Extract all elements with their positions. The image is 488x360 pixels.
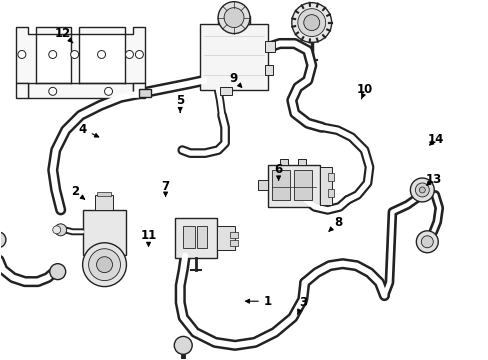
Bar	[220, 87, 232, 95]
Circle shape	[55, 224, 66, 236]
Polygon shape	[16, 84, 28, 98]
Circle shape	[49, 87, 57, 95]
Polygon shape	[16, 27, 145, 90]
Circle shape	[174, 336, 192, 354]
Polygon shape	[36, 33, 71, 84]
Bar	[96, 192, 110, 196]
Bar	[271, 170, 289, 200]
Circle shape	[49, 50, 57, 58]
Polygon shape	[133, 84, 145, 98]
Bar	[229, 240, 238, 246]
Circle shape	[303, 15, 319, 31]
Bar	[258, 180, 267, 190]
Bar	[293, 170, 311, 200]
Circle shape	[96, 257, 112, 273]
Bar	[297, 159, 305, 165]
Text: 12: 12	[55, 27, 73, 43]
Circle shape	[71, 50, 79, 58]
Circle shape	[82, 243, 126, 287]
Bar	[327, 173, 333, 181]
Circle shape	[224, 8, 244, 28]
Bar	[139, 89, 151, 97]
Polygon shape	[28, 84, 133, 98]
Circle shape	[18, 50, 26, 58]
Circle shape	[419, 187, 425, 193]
Text: 14: 14	[427, 133, 443, 146]
Text: 8: 8	[328, 216, 342, 231]
Bar	[327, 189, 333, 197]
Circle shape	[421, 236, 432, 248]
Circle shape	[414, 183, 428, 197]
Bar	[217, 226, 235, 250]
Circle shape	[104, 87, 112, 95]
Polygon shape	[79, 33, 125, 84]
Bar	[267, 165, 319, 207]
Circle shape	[125, 50, 133, 58]
Text: 3: 3	[297, 296, 306, 314]
Bar	[229, 232, 238, 238]
Text: 5: 5	[176, 94, 184, 112]
Circle shape	[297, 9, 325, 37]
Text: 10: 10	[356, 83, 373, 99]
Bar	[264, 66, 272, 75]
Bar	[197, 226, 207, 248]
Text: 7: 7	[161, 180, 169, 196]
Bar	[183, 226, 195, 248]
Circle shape	[415, 231, 437, 253]
Circle shape	[88, 249, 120, 280]
Circle shape	[409, 178, 433, 202]
Bar	[175, 218, 217, 258]
Circle shape	[53, 226, 61, 234]
Bar	[264, 41, 274, 53]
Bar	[279, 159, 287, 165]
Circle shape	[98, 50, 105, 58]
Bar	[82, 210, 126, 255]
Text: 4: 4	[79, 122, 99, 137]
Bar	[94, 195, 112, 210]
Polygon shape	[218, 15, 249, 24]
Circle shape	[50, 264, 65, 280]
Text: 9: 9	[229, 72, 241, 87]
Text: 1: 1	[245, 295, 271, 308]
Circle shape	[291, 3, 331, 42]
Bar	[319, 167, 331, 205]
Text: 2: 2	[71, 185, 84, 199]
Circle shape	[218, 2, 249, 33]
Text: 6: 6	[274, 163, 282, 180]
Circle shape	[0, 232, 6, 248]
Text: 11: 11	[140, 229, 156, 246]
Circle shape	[135, 50, 143, 58]
Polygon shape	[200, 24, 267, 90]
Text: 13: 13	[425, 173, 441, 186]
